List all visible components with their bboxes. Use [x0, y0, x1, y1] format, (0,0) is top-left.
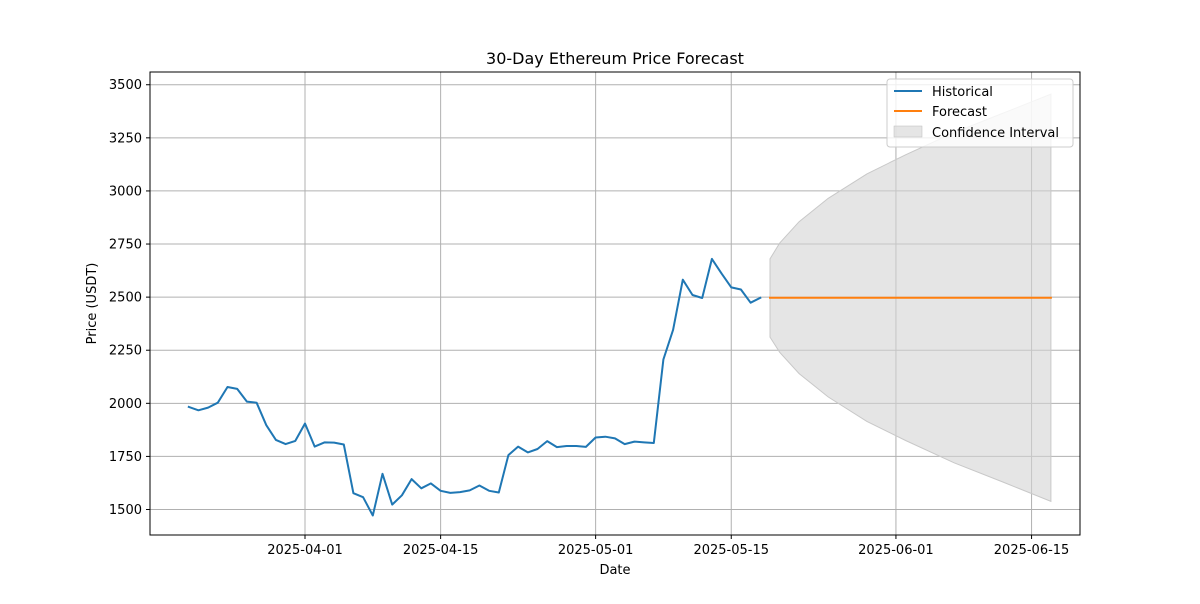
- y-tick-label: 2500: [109, 291, 142, 306]
- y-axis-ticks: 1500 1750 2000 2250 2500 2750 3000 3250 3500: [109, 78, 150, 518]
- y-tick-label: 3500: [109, 78, 142, 93]
- y-tick-label: 1750: [109, 450, 142, 465]
- y-tick-label: 2750: [109, 238, 142, 253]
- legend-label-historical: Historical: [932, 85, 993, 100]
- series-layer: [187, 257, 1052, 517]
- x-tick-label: 2025-04-01: [267, 543, 343, 558]
- legend-box: [886, 78, 1074, 148]
- y-tick-label: 2000: [109, 397, 142, 412]
- x-tick-label: 2025-06-01: [858, 543, 934, 558]
- x-axis-label: Date: [599, 563, 630, 578]
- plot-frame: [149, 71, 1081, 536]
- y-tick-label: 3000: [109, 184, 142, 199]
- x-axis-ticks: 2025-04-01 2025-04-15 2025-05-01 2025-05-15…: [267, 535, 1069, 558]
- y-tick-label: 1500: [109, 503, 142, 518]
- x-tick-label: 2025-05-01: [558, 543, 634, 558]
- legend: Historical Forecast Confidence Interval: [886, 78, 1074, 148]
- historical-line: [187, 257, 762, 517]
- legend-swatch-confidence-interval: [893, 125, 923, 138]
- x-tick-label: 2025-05-15: [693, 543, 769, 558]
- y-axis-label: Price (USDT): [85, 263, 100, 345]
- y-tick-label: 3250: [109, 131, 142, 146]
- x-tick-label: 2025-04-15: [403, 543, 479, 558]
- legend-label-forecast: Forecast: [932, 105, 987, 120]
- legend-label-confidence-interval: Confidence Interval: [932, 126, 1059, 141]
- y-tick-label: 2250: [109, 344, 142, 359]
- chart-title: 30-Day Ethereum Price Forecast: [486, 49, 744, 68]
- x-tick-label: 2025-06-15: [994, 543, 1070, 558]
